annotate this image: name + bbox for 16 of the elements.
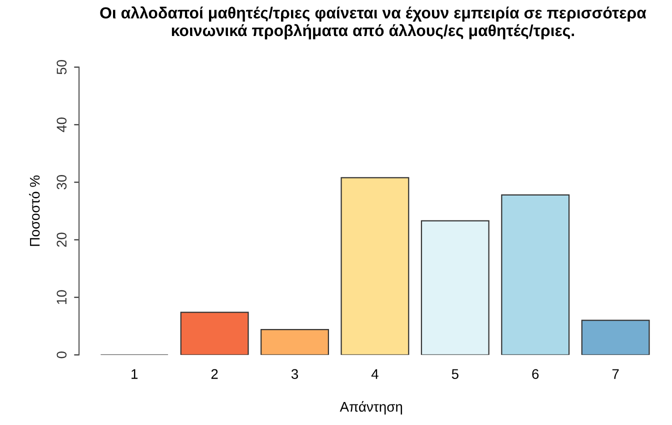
x-tick-label: 1 bbox=[132, 369, 138, 379]
x-tick-label: 3 bbox=[291, 369, 298, 379]
x-tick-label: 6 bbox=[532, 369, 539, 379]
y-tick-label: 10 bbox=[56, 290, 67, 304]
x-tick-label: 7 bbox=[612, 369, 619, 379]
y-tick-label: 20 bbox=[56, 232, 67, 247]
y-tick-label: 0 bbox=[56, 352, 67, 358]
chart-title: Οι αλλοδαποί μαθητές/τριες φαίνεται να έχουν εμπειρία σε περισσότερα κοινωνικά προβλήματα από άλλους/ες μαθητές/τριες. bbox=[100, 6, 646, 40]
y-tick-label: 30 bbox=[56, 175, 67, 190]
x-tick-label: 4 bbox=[371, 369, 378, 379]
x-tick-label: 5 bbox=[452, 369, 458, 379]
y-tick-label: 40 bbox=[56, 118, 67, 132]
y-axis-title: Ποσοστό % bbox=[29, 175, 40, 246]
y-tick-label: 50 bbox=[56, 60, 67, 74]
x-axis-title: Απάντηση bbox=[340, 401, 402, 414]
x-tick-label: 2 bbox=[211, 369, 218, 379]
